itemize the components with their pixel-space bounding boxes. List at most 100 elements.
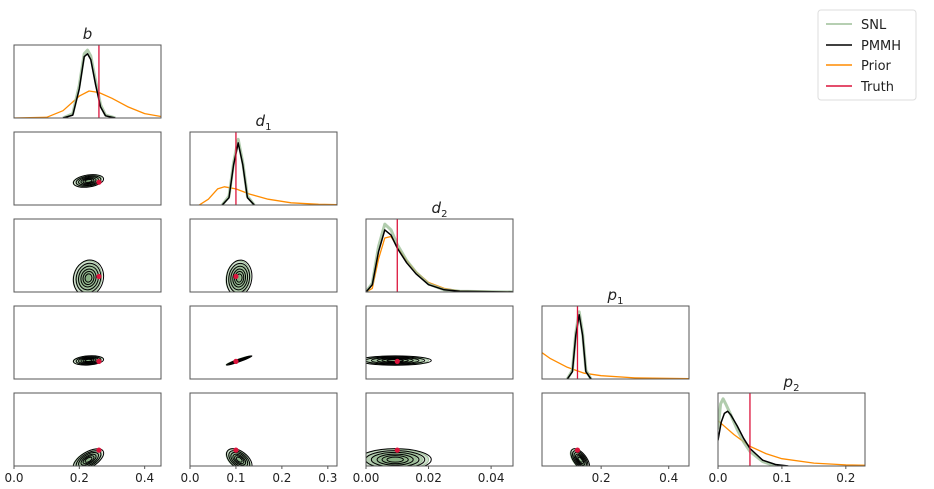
panel-frame — [13, 44, 162, 119]
truth-point — [233, 358, 239, 364]
pmmh-contour — [82, 455, 95, 465]
panel-content — [542, 306, 689, 379]
pmmh-contour — [366, 356, 426, 365]
pmmh-contour — [75, 262, 102, 292]
legend: SNL PMMH Prior Truth — [817, 9, 917, 101]
marginal-prior-line — [14, 90, 161, 118]
panel-title-subscript: 1 — [617, 296, 623, 307]
truth-point — [96, 447, 102, 453]
panel-frame — [365, 305, 514, 380]
panel-content — [72, 355, 105, 366]
pmmh-contour — [84, 273, 93, 283]
panel-frame — [13, 131, 162, 206]
pmmh-contour — [575, 453, 586, 466]
pmmh-contour — [381, 455, 409, 465]
pmmh-contour — [370, 451, 420, 466]
marginal-prior-line — [366, 235, 513, 292]
pmmh-contour — [230, 265, 249, 291]
pmmh-contour — [370, 356, 420, 365]
pmmh-contour — [573, 451, 587, 466]
panel-frame — [13, 305, 162, 380]
pmmh-contour — [72, 448, 105, 466]
panel-4-4: p2 0.0 0.1 0.2 — [708, 373, 866, 485]
pmmh-contour — [230, 451, 249, 466]
x-tick-label: 0.04 — [478, 471, 505, 485]
panel-frame — [365, 218, 514, 293]
x-tick-label: 0.0 — [708, 471, 727, 485]
panel-content — [225, 355, 253, 366]
x-tick-label: 0.2 — [272, 471, 291, 485]
snl-contour — [234, 456, 242, 463]
truth-point — [233, 273, 239, 280]
panel-3-2 — [365, 305, 514, 380]
marginal-pmmh-line — [718, 410, 789, 466]
panel-title-subscript: 2 — [793, 383, 799, 394]
marginal-snl-line — [221, 137, 256, 205]
panel-frame — [189, 131, 338, 206]
pmmh-contour — [72, 355, 105, 366]
pmmh-contour — [72, 259, 105, 292]
legend-label-truth: Truth — [860, 80, 894, 95]
pmmh-contour — [78, 451, 99, 466]
panel-2-0 — [13, 218, 162, 293]
panel-content — [366, 447, 432, 466]
pmmh-contour — [84, 179, 93, 183]
pmmh-contour — [570, 448, 591, 466]
x-tick-label: 0.1 — [772, 471, 791, 485]
panel-title: d2 — [432, 199, 448, 220]
panel-title: p1 — [607, 286, 624, 307]
panel-3-0 — [13, 305, 162, 380]
pmmh-contour — [576, 455, 585, 465]
marginal-prior-line — [542, 352, 689, 379]
panel-content — [366, 219, 513, 292]
panel-1-1: d1 — [189, 112, 338, 206]
x-tick-label: 0.2 — [70, 471, 89, 485]
marginal-snl-line — [718, 397, 776, 466]
pmmh-contour — [232, 453, 247, 466]
pmmh-contour — [80, 268, 97, 288]
pmmh-contour — [82, 270, 95, 286]
panel-frame — [13, 392, 162, 467]
legend-label-prior: Prior — [861, 59, 892, 74]
panel-content — [198, 132, 337, 205]
pmmh-contour — [234, 455, 245, 465]
pmmh-contour — [386, 456, 404, 463]
x-tick-label: 0.3 — [318, 471, 337, 485]
pmmh-contour — [84, 358, 93, 363]
pmmh-contour — [226, 448, 253, 466]
panel-content — [225, 259, 253, 292]
legend-label-pmmh: PMMH — [861, 39, 901, 54]
panel-4-0: 0.0 0.2 0.4 — [4, 392, 162, 485]
truth-point — [394, 447, 400, 453]
marginal-pmmh-line — [366, 229, 513, 292]
pmmh-contour — [232, 268, 247, 288]
panel-title-subscript: 1 — [265, 122, 271, 133]
pmmh-contour — [235, 456, 243, 463]
pmmh-contour — [78, 265, 99, 291]
pmmh-contour — [75, 450, 102, 466]
pmmh-contour — [228, 262, 251, 292]
marginal-prior-line — [198, 186, 337, 205]
x-tick-label: 0.1 — [226, 471, 245, 485]
panel-frame — [365, 392, 514, 467]
pmmh-contour — [75, 175, 102, 187]
panel-content — [72, 259, 105, 292]
marginal-pmmh-line — [566, 314, 592, 379]
panel-frame — [541, 305, 690, 380]
pmmh-contour — [366, 355, 432, 366]
panel-content — [718, 393, 865, 466]
marginal-pmmh-line — [221, 142, 255, 205]
truth-point — [96, 273, 102, 280]
panel-content — [366, 355, 432, 366]
pmmh-contour — [577, 456, 583, 463]
truth-point — [233, 447, 239, 453]
pmmh-contour — [225, 259, 253, 292]
panel-frame — [541, 392, 690, 467]
panel-title: d1 — [256, 112, 272, 133]
pmmh-contour — [84, 456, 93, 463]
truth-point — [96, 358, 102, 364]
x-tick-label: 0.4 — [135, 471, 154, 485]
panel-frame — [189, 218, 338, 293]
panel-2-2: d2 — [365, 199, 514, 293]
truth-point — [394, 358, 400, 364]
